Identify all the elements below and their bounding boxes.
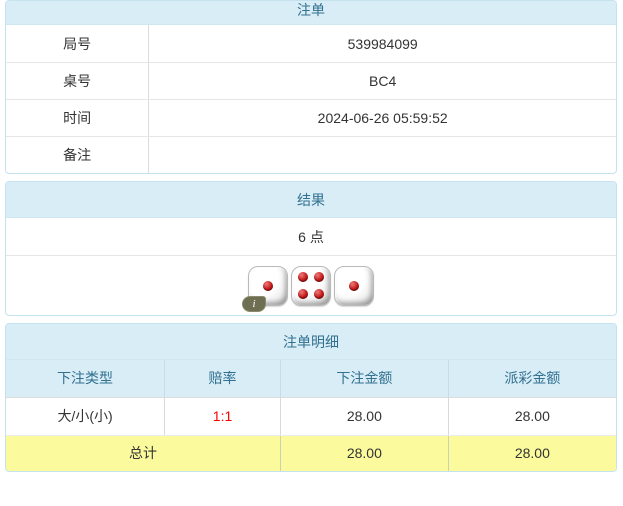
round-id-value: 539984099: [347, 35, 418, 52]
col-payout-amount: 派彩金额: [447, 360, 616, 398]
table-id-value: BC4: [369, 73, 397, 89]
details-total-row: 总计 28.00 28.00: [6, 435, 616, 471]
dice-group: i: [242, 265, 374, 312]
payout-amount-cell: 28.00: [447, 397, 616, 436]
table-row: 时间 2024-06-26 05:59:52: [6, 99, 616, 136]
table-id-label: 桌号: [6, 63, 150, 99]
odds-cell: 1:1: [164, 397, 281, 436]
col-bet-amount: 下注金额: [279, 360, 449, 398]
remark-label: 备注: [6, 137, 150, 173]
die-2-face-4: [291, 265, 331, 306]
time-label: 时间: [6, 100, 150, 136]
table-row: 备注: [6, 136, 616, 173]
details-data-row: 大/小(小) 1:1 28.00 28.00: [6, 397, 616, 436]
result-points: 6 点: [6, 218, 616, 256]
die-pip: [313, 288, 324, 299]
time-value: 2024-06-26 05:59:52: [317, 110, 448, 126]
round-id-label: 局号: [6, 25, 150, 62]
bet-panel: 注单 局号 539984099 桌号 BC4 时间 2024-06-26 05:…: [5, 0, 617, 174]
die-pip: [298, 272, 309, 283]
info-badge[interactable]: i: [242, 295, 266, 312]
dice-row: i: [6, 256, 616, 315]
remark-value: [149, 137, 616, 173]
details-header-row: 下注类型 赔率 下注金额 派彩金额: [6, 360, 616, 398]
die-pip: [313, 272, 324, 283]
bet-panel-title: 注单: [6, 1, 616, 25]
table-row: 局号 539984099: [6, 25, 616, 62]
col-bet-type: 下注类型: [6, 360, 165, 398]
table-row: 桌号 BC4: [6, 62, 616, 99]
bet-amount-cell: 28.00: [279, 397, 449, 436]
die-1-face-1: i: [242, 265, 288, 312]
total-bet-amount: 28.00: [279, 435, 449, 471]
details-panel: 注单明细 下注类型 赔率 下注金额 派彩金额 大/小(小) 1:1 28.00 …: [5, 323, 617, 472]
bet-info-table: 局号 539984099 桌号 BC4 时间 2024-06-26 05:59:…: [6, 25, 616, 173]
total-payout-amount: 28.00: [447, 435, 616, 471]
details-panel-title: 注单明细: [6, 324, 616, 360]
total-label: 总计: [6, 435, 281, 471]
result-panel-title: 结果: [6, 182, 616, 218]
die-pip: [298, 288, 309, 299]
col-odds: 赔率: [164, 360, 281, 398]
page: 注单 局号 539984099 桌号 BC4 时间 2024-06-26 05:…: [5, 0, 617, 472]
result-panel: 结果 6 点 i: [5, 181, 617, 316]
die-3-face-1: [334, 265, 374, 306]
die-pip: [349, 280, 359, 291]
bet-type-cell: 大/小(小): [6, 397, 165, 436]
die-pip: [263, 280, 273, 291]
details-table: 下注类型 赔率 下注金额 派彩金额 大/小(小) 1:1 28.00 28.00…: [6, 360, 616, 471]
